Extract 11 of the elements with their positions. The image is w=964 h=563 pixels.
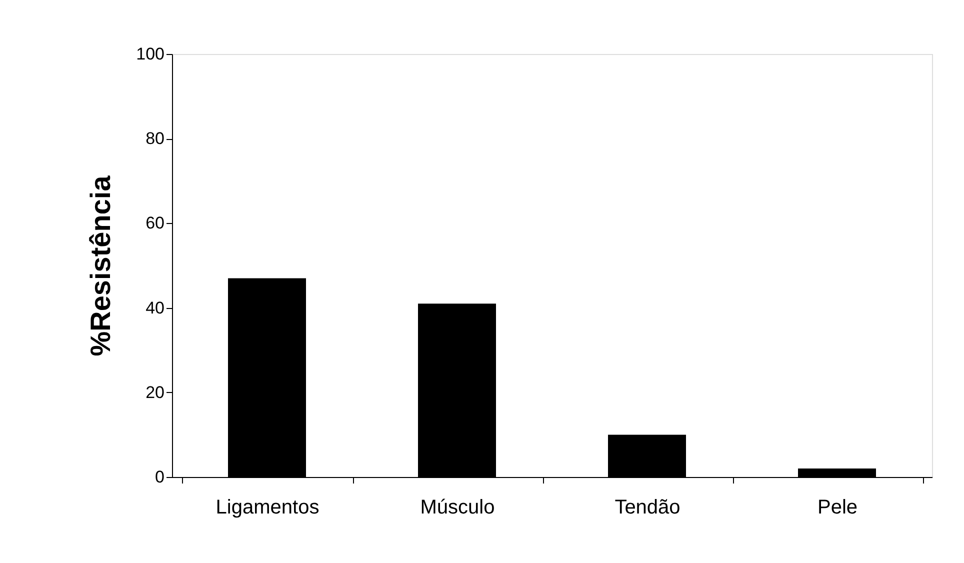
y-axis-title: %Resistência: [85, 175, 116, 356]
x-tick-label: Músculo: [420, 496, 495, 518]
y-tick-label: 0: [155, 468, 164, 486]
x-tick-label: Ligamentos: [216, 496, 320, 518]
y-tick-label: 80: [146, 129, 164, 148]
y-tick-label: 60: [146, 214, 164, 233]
y-tick-label: 100: [136, 44, 164, 64]
y-tick-label: 40: [146, 298, 164, 318]
x-tick-label: Pele: [817, 496, 858, 518]
x-tick-label: Tendão: [614, 496, 680, 518]
y-tick-label: 20: [146, 382, 164, 402]
